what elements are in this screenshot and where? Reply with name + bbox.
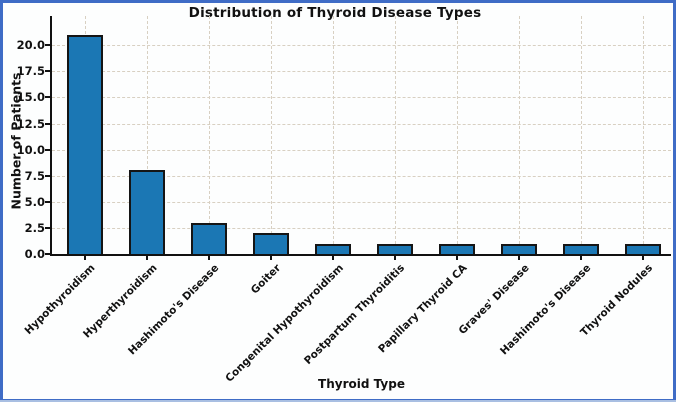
gridline-horizontal [52, 227, 671, 229]
y-tick-label: 20.0 [16, 38, 45, 53]
x-tick-mark [642, 256, 644, 260]
gridline-vertical [519, 16, 520, 254]
gridline-vertical [147, 16, 148, 254]
gridline-vertical [581, 16, 582, 254]
y-tick-mark [45, 226, 50, 229]
bar [191, 222, 227, 254]
bar [625, 243, 661, 254]
x-tick-mark [270, 256, 272, 260]
y-tick-label: 0.0 [24, 247, 45, 261]
gridline-horizontal [52, 175, 671, 177]
y-tick-mark [45, 253, 50, 255]
y-tick-label: 17.5 [16, 64, 45, 79]
x-tick-mark [332, 256, 334, 260]
chart-title: Distribution of Thyroid Disease Types [188, 5, 482, 21]
bar [253, 233, 289, 254]
y-tick-label: 10.0 [16, 142, 45, 157]
gridline-vertical [643, 16, 644, 254]
x-tick-mark [84, 256, 86, 260]
x-tick-label-text: Congenital Hypothyroidism [222, 262, 346, 385]
plot-area [52, 16, 671, 254]
gridline-horizontal [52, 97, 671, 99]
gridline-vertical [457, 16, 458, 254]
x-axis-spine [50, 254, 671, 256]
x-tick-mark [394, 256, 396, 260]
y-tick-mark [45, 96, 50, 99]
x-tick-mark [518, 256, 520, 260]
y-tick-mark [45, 200, 50, 203]
y-tick-label: 5.0 [24, 194, 45, 209]
gridline-horizontal [52, 149, 671, 151]
bar [439, 243, 475, 254]
bar [377, 243, 413, 254]
y-tick-label: 15.0 [16, 90, 45, 105]
x-tick-mark [146, 256, 148, 260]
x-tick-label-text: Postpartum Thyroiditis [302, 262, 408, 368]
gridline-horizontal [52, 71, 671, 73]
gridline-horizontal [52, 201, 671, 203]
bar [129, 170, 165, 254]
y-axis-spine [50, 16, 52, 256]
gridline-vertical [271, 16, 272, 254]
y-tick-mark [45, 174, 50, 177]
x-axis-label: Thyroid Type [318, 377, 405, 391]
y-tick-mark [45, 148, 50, 151]
gridline-vertical [333, 16, 334, 254]
bar [67, 34, 103, 254]
y-tick-mark [45, 122, 50, 125]
y-tick-mark [45, 44, 50, 47]
y-tick-mark [45, 70, 50, 73]
y-tick-label: 12.5 [16, 116, 45, 131]
bar [501, 243, 537, 254]
bar [315, 243, 351, 254]
x-tick-mark [580, 256, 582, 260]
y-tick-label: 2.5 [24, 220, 45, 235]
gridline-horizontal [52, 123, 671, 125]
gridline-horizontal [52, 45, 671, 47]
x-tick-mark [456, 256, 458, 260]
x-tick-label-text: Goiter [249, 262, 284, 297]
gridline-vertical [209, 16, 210, 254]
bar [563, 243, 599, 254]
x-tick-mark [208, 256, 210, 260]
frame-bottom-accent [0, 400, 676, 402]
y-tick-label: 7.5 [24, 168, 45, 183]
gridline-vertical [395, 16, 396, 254]
